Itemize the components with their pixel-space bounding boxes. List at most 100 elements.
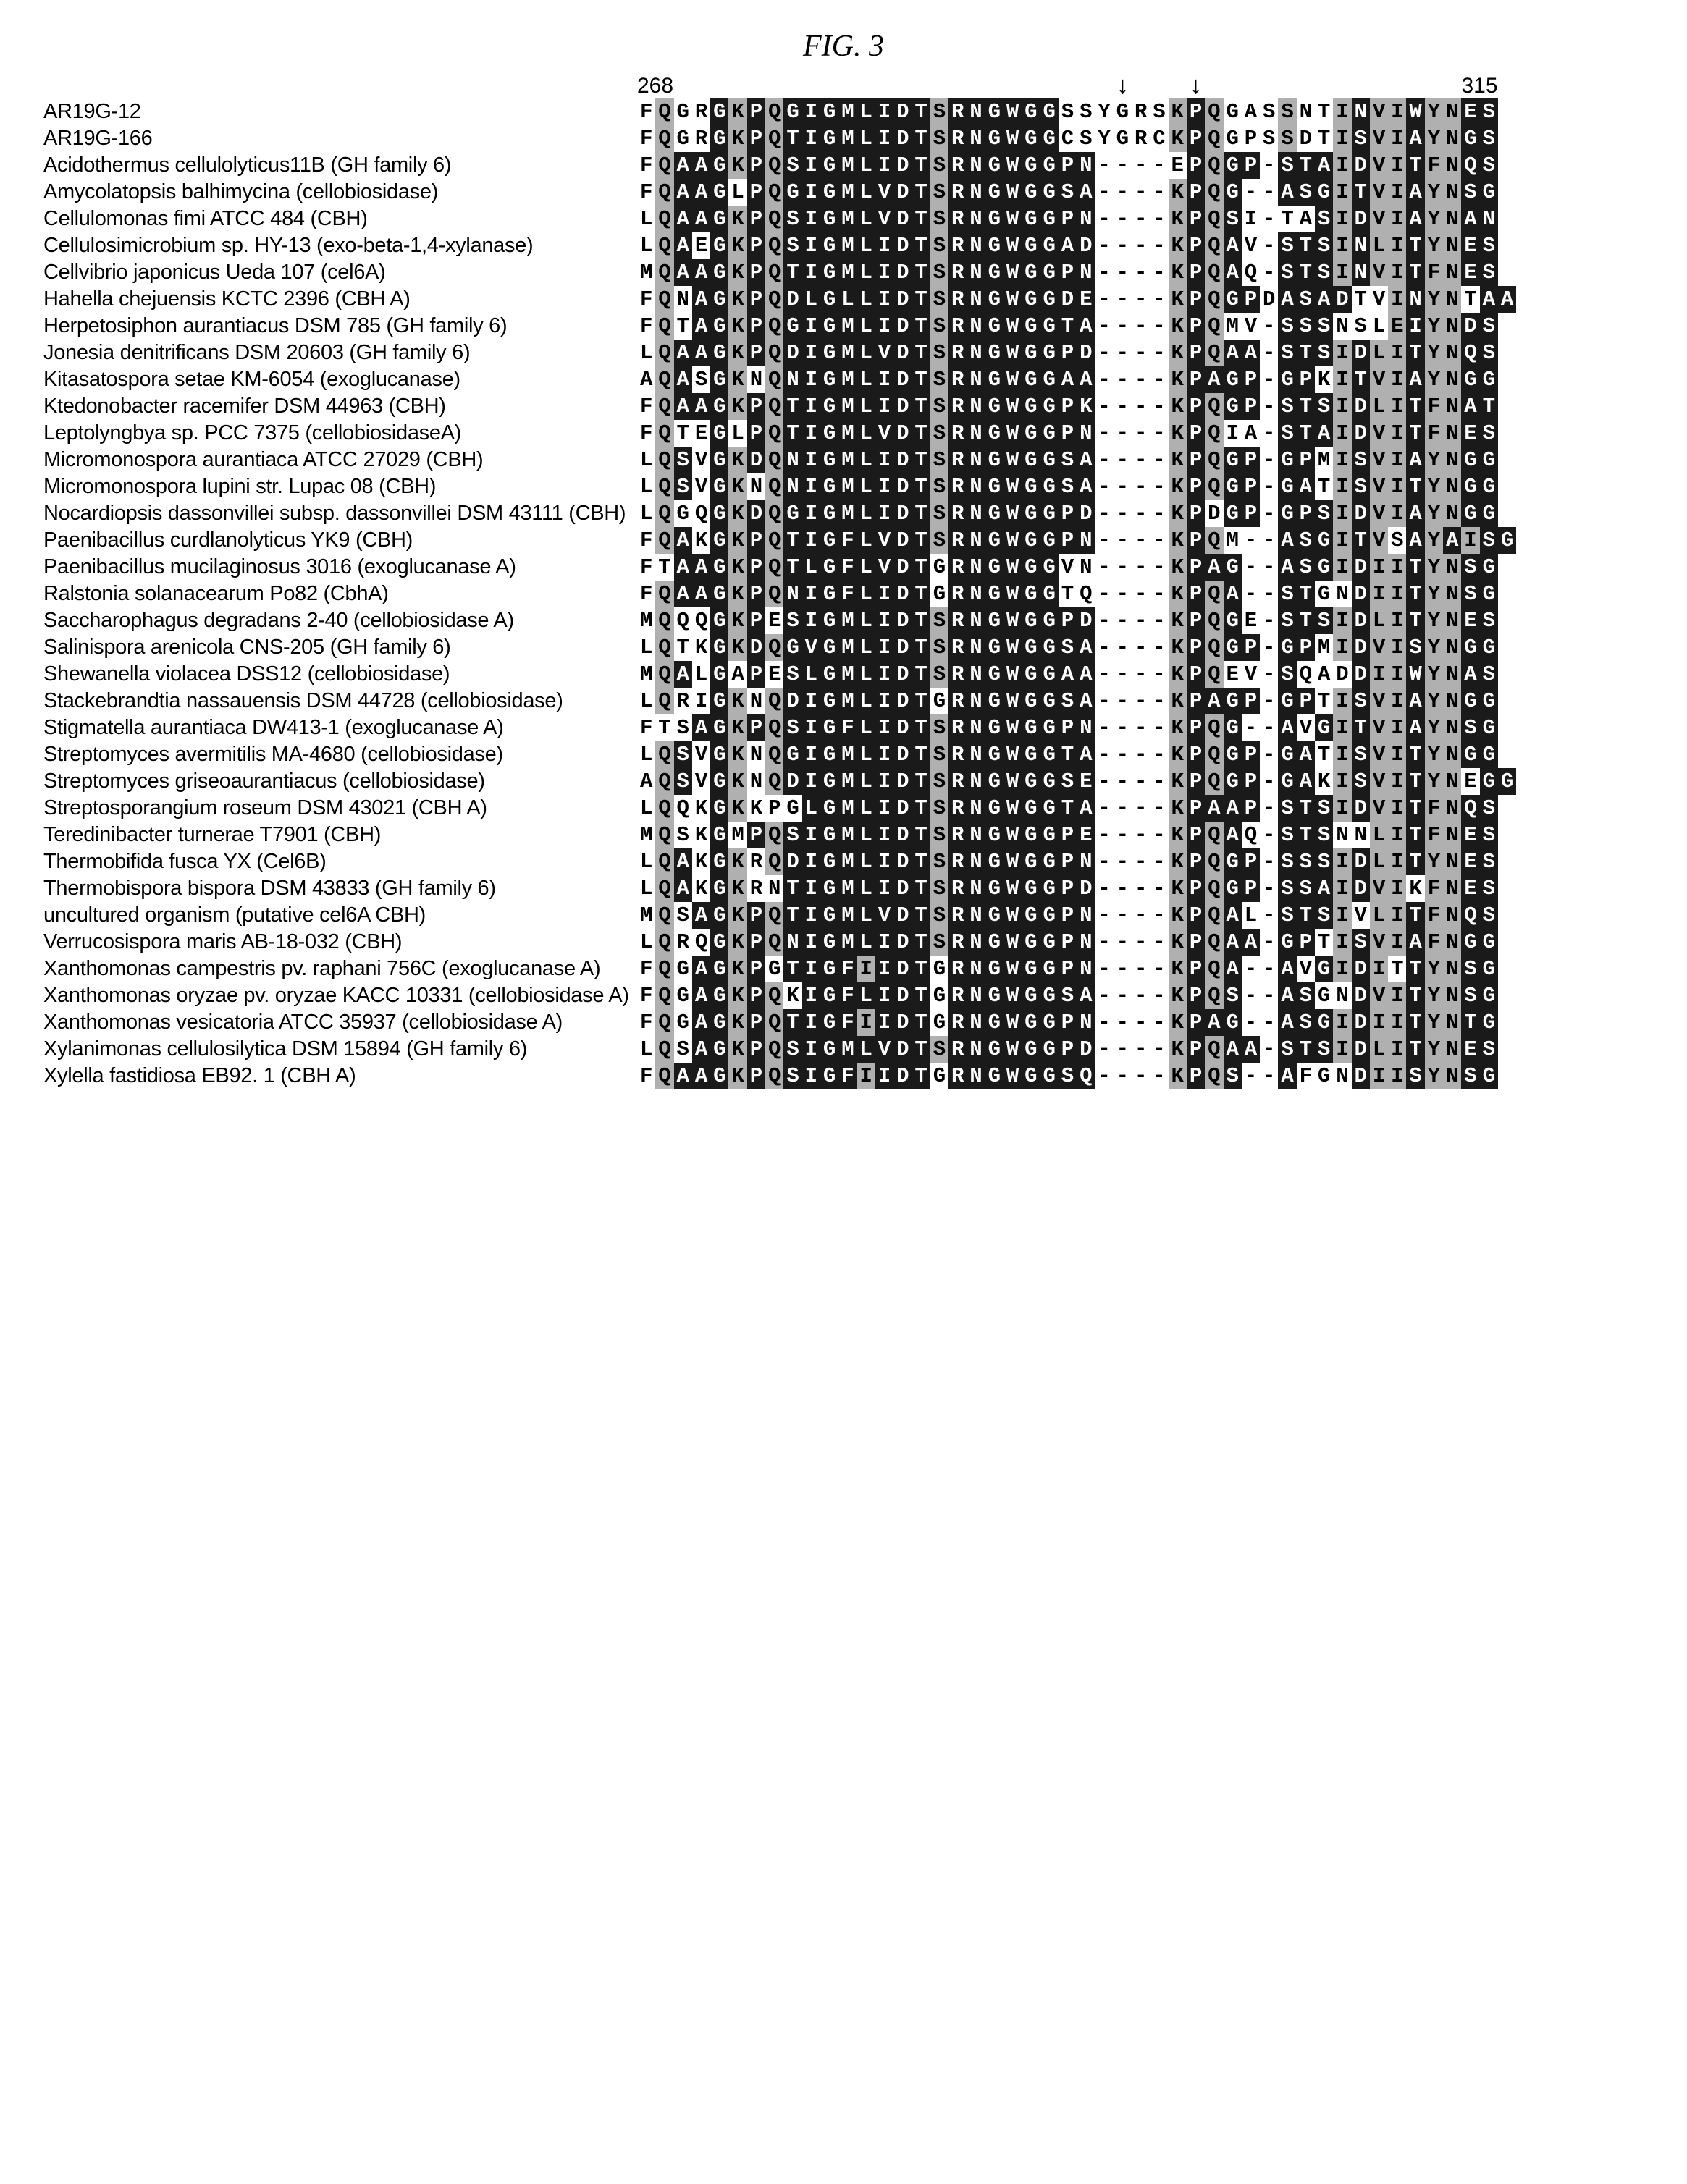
residue-cell: - bbox=[1260, 795, 1278, 822]
residue-cell: L bbox=[857, 634, 875, 661]
residue-cell: N bbox=[967, 393, 985, 420]
residue-cell: S bbox=[674, 902, 692, 929]
residue-cell: S bbox=[930, 420, 948, 447]
residue-cell: S bbox=[930, 206, 948, 232]
organism-label: Jonesia denitrificans DSM 20603 (GH fami… bbox=[43, 340, 637, 366]
residue-cell: - bbox=[1260, 822, 1278, 848]
residue-cell: V bbox=[802, 634, 820, 661]
residue-cell: I bbox=[1388, 286, 1406, 313]
residue-cell: N bbox=[967, 179, 985, 206]
residue-cell: T bbox=[912, 822, 930, 848]
residue-cell: T bbox=[1406, 1036, 1424, 1063]
residue-cell: - bbox=[1260, 152, 1278, 179]
residue-cell: D bbox=[893, 527, 912, 554]
sequence: LQSVGKDQNIGMLIDTSRNGWGGSA----KPQGP-GPMIS… bbox=[637, 447, 1644, 473]
residue-cell: V bbox=[1297, 714, 1315, 741]
residue-cell: K bbox=[1169, 393, 1187, 420]
residue-cell: R bbox=[948, 714, 967, 741]
residue-cell: Q bbox=[765, 822, 783, 848]
residue-cell: S bbox=[783, 822, 802, 848]
residue-cell: A bbox=[674, 527, 692, 554]
residue-cell: G bbox=[820, 714, 838, 741]
residue-cell: A bbox=[1059, 366, 1077, 393]
residue-cell: K bbox=[728, 232, 746, 259]
residue-cell: M bbox=[838, 473, 857, 500]
sequence: LQGQGKDQGIGMLIDTSRNGWGGPD----KPDGP-GPSID… bbox=[637, 500, 1644, 527]
residue-cell: F bbox=[838, 982, 857, 1009]
residue-cell: D bbox=[893, 554, 912, 581]
residue-cell: M bbox=[838, 875, 857, 902]
residue-cell: Q bbox=[1205, 420, 1223, 447]
residue-cell: G bbox=[710, 714, 728, 741]
residue-cell: Y bbox=[1425, 473, 1443, 500]
residue-cell: P bbox=[1187, 98, 1205, 125]
residue-cell: I bbox=[692, 688, 710, 714]
residue-cell: G bbox=[1224, 152, 1242, 179]
residue-cell: T bbox=[912, 420, 930, 447]
organism-label: Ktedonobacter racemifer DSM 44963 (CBH) bbox=[43, 393, 637, 420]
residue-cell: T bbox=[1059, 313, 1077, 340]
residue-cell: K bbox=[728, 607, 746, 634]
residue-cell: I bbox=[1388, 179, 1406, 206]
residue-cell: D bbox=[893, 393, 912, 420]
residue-cell: - bbox=[1114, 1009, 1132, 1036]
residue-cell: Q bbox=[655, 581, 673, 607]
residue-cell: T bbox=[912, 125, 930, 152]
alignment-row: Streptosporangium roseum DSM 43021 (CBH … bbox=[43, 795, 1644, 822]
residue-cell: S bbox=[1480, 340, 1498, 366]
residue-cell: Y bbox=[1425, 125, 1443, 152]
residue-cell: I bbox=[802, 688, 820, 714]
residue-cell: I bbox=[1333, 741, 1351, 768]
residue-cell: G bbox=[1022, 795, 1040, 822]
residue-cell: D bbox=[893, 232, 912, 259]
residue-cell: P bbox=[1059, 340, 1077, 366]
residue-cell: I bbox=[1333, 259, 1351, 286]
residue-cell: - bbox=[1132, 313, 1150, 340]
residue-cell: - bbox=[1095, 366, 1113, 393]
residue-cell: K bbox=[728, 366, 746, 393]
residue-cell: E bbox=[1169, 152, 1187, 179]
residue-cell: Q bbox=[692, 607, 710, 634]
residue-cell: G bbox=[985, 661, 1004, 688]
residue-cell: A bbox=[1077, 179, 1095, 206]
residue-cell: F bbox=[1425, 822, 1443, 848]
residue-cell: S bbox=[783, 232, 802, 259]
residue-cell: T bbox=[912, 259, 930, 286]
residue-cell: S bbox=[930, 661, 948, 688]
residue-cell: S bbox=[1480, 98, 1498, 125]
residue-cell: T bbox=[912, 848, 930, 875]
residue-cell: G bbox=[1040, 581, 1059, 607]
residue-cell: P bbox=[1187, 741, 1205, 768]
residue-cell: S bbox=[1315, 313, 1333, 340]
residue-cell: G bbox=[985, 313, 1004, 340]
residue-cell: - bbox=[1095, 634, 1113, 661]
residue-cell: G bbox=[710, 554, 728, 581]
residue-cell: K bbox=[1169, 902, 1187, 929]
residue-cell: S bbox=[1297, 1009, 1315, 1036]
sequence: MQSAGKPQTIGMLVDTSRNGWGGPN----KPQAL-STSIV… bbox=[637, 902, 1644, 929]
residue-cell: L bbox=[857, 607, 875, 634]
residue-cell: S bbox=[930, 875, 948, 902]
residue-cell: Q bbox=[765, 527, 783, 554]
residue-cell: A bbox=[1224, 902, 1242, 929]
residue-cell: S bbox=[1224, 982, 1242, 1009]
residue-cell: W bbox=[1004, 795, 1022, 822]
residue-cell: W bbox=[1004, 848, 1022, 875]
residue-cell: P bbox=[1242, 500, 1260, 527]
residue-cell: T bbox=[912, 340, 930, 366]
residue-cell: A bbox=[692, 206, 710, 232]
residue-cell: P bbox=[1059, 607, 1077, 634]
residue-cell: K bbox=[1169, 929, 1187, 956]
residue-cell: E bbox=[1388, 313, 1406, 340]
alignment-row: Jonesia denitrificans DSM 20603 (GH fami… bbox=[43, 340, 1644, 366]
residue-cell: I bbox=[875, 714, 893, 741]
residue-cell: I bbox=[1388, 607, 1406, 634]
residue-cell: T bbox=[912, 581, 930, 607]
residue-cell: T bbox=[1406, 554, 1424, 581]
residue-cell: L bbox=[637, 875, 655, 902]
residue-cell: G bbox=[820, 420, 838, 447]
residue-cell: D bbox=[1352, 1036, 1370, 1063]
residue-cell: I bbox=[802, 1009, 820, 1036]
residue-cell: R bbox=[948, 366, 967, 393]
residue-cell: G bbox=[985, 768, 1004, 795]
